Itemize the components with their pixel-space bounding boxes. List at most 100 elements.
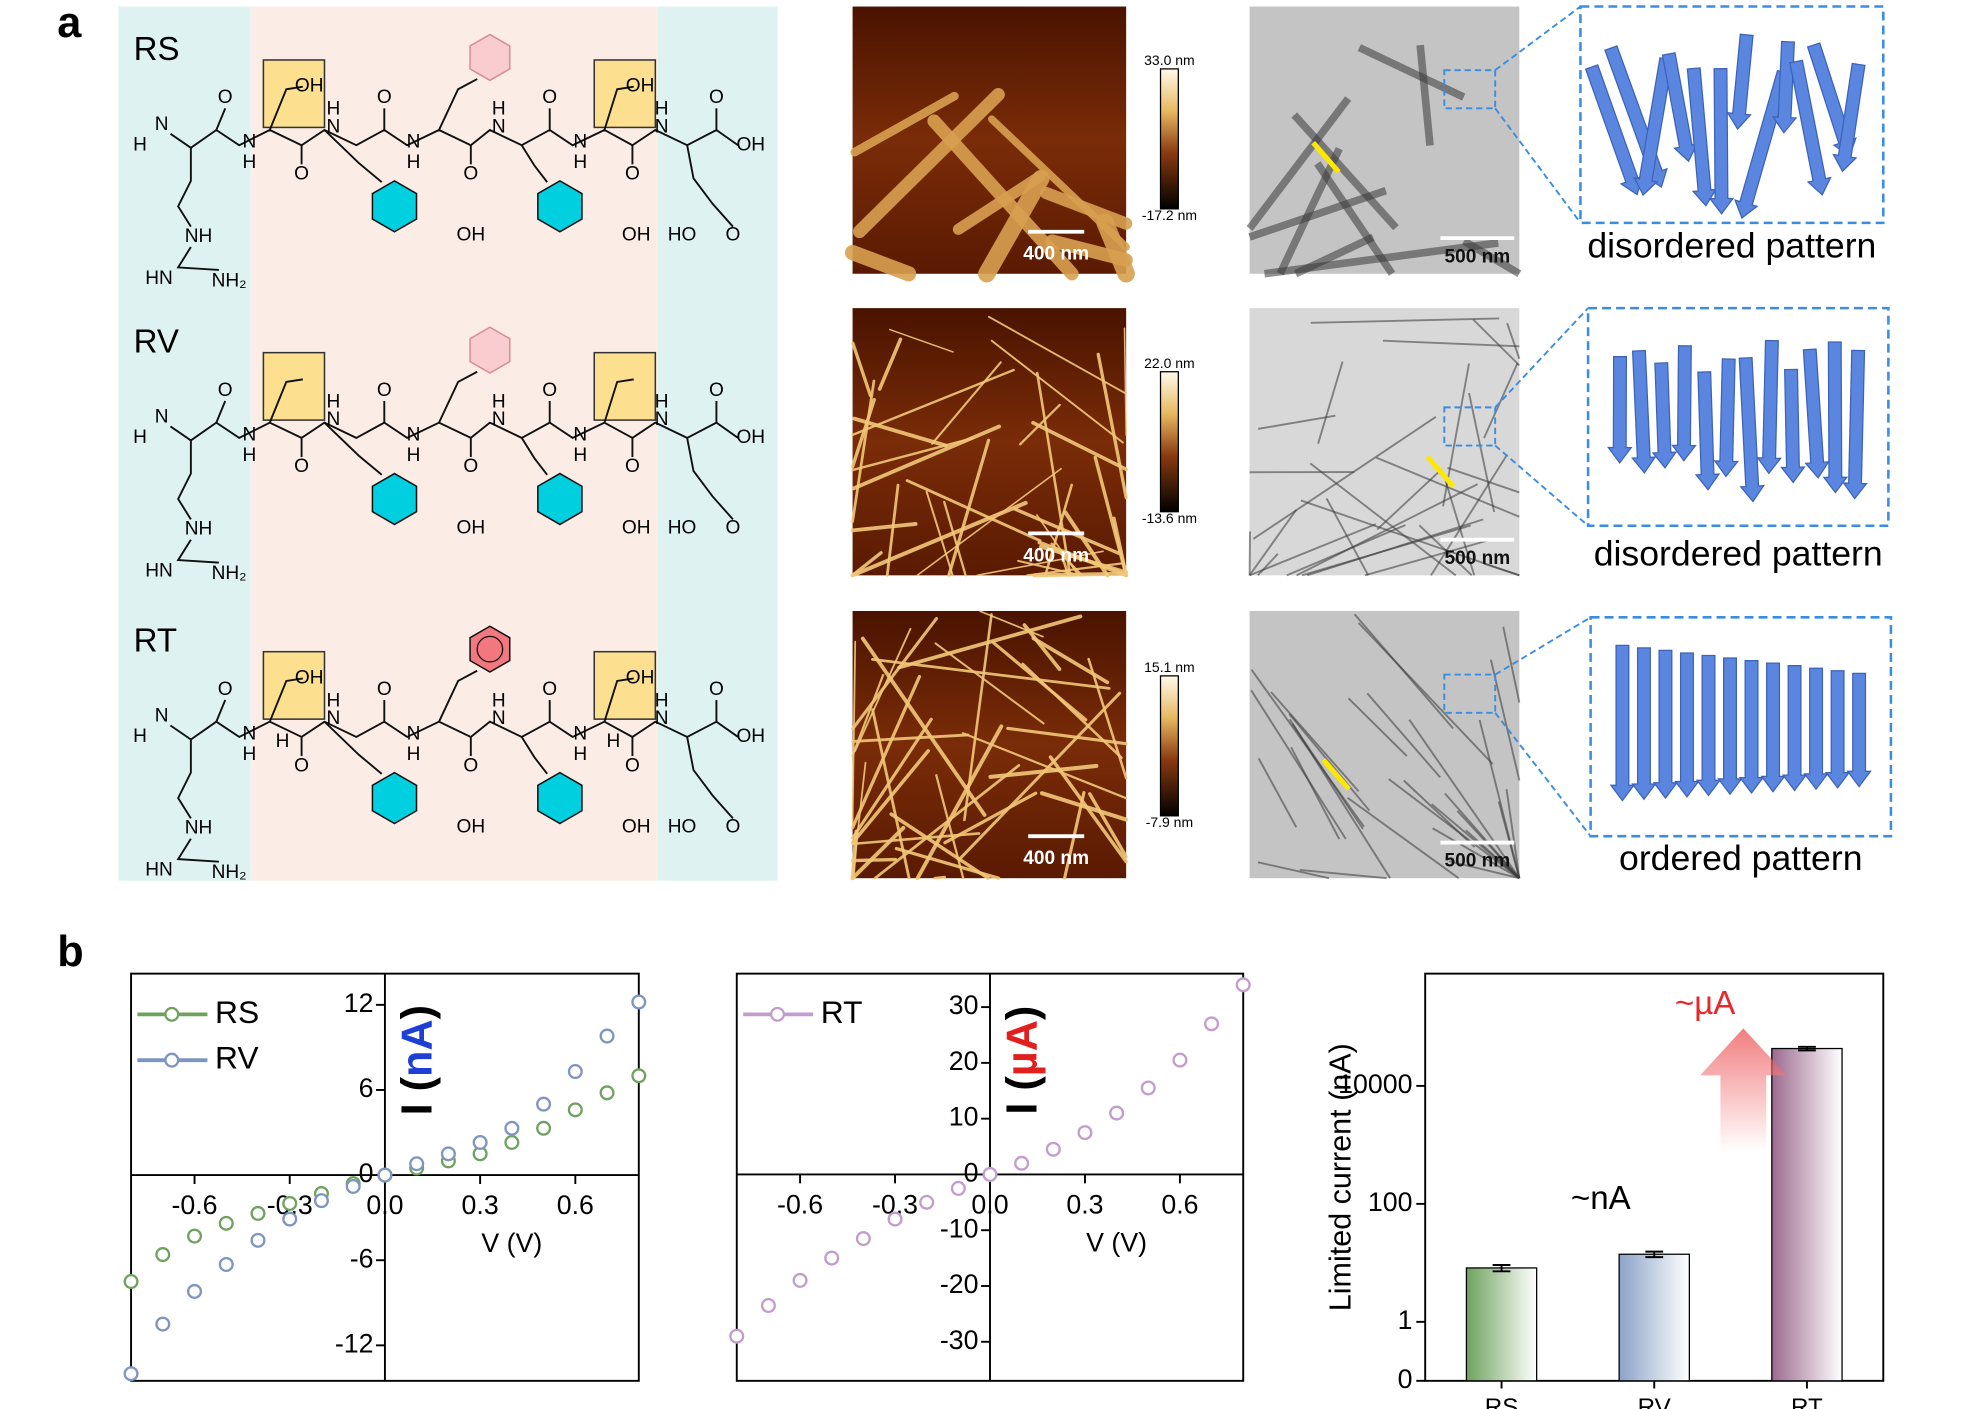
strand-arrow <box>1738 357 1765 503</box>
fibril <box>1012 507 1122 556</box>
zoom-line <box>1494 307 1589 409</box>
y-axis-label-part: µA <box>999 1020 1047 1076</box>
strand-arrow <box>1780 368 1806 484</box>
panel-label: b <box>57 928 83 976</box>
fibril <box>897 614 1083 670</box>
strand-arrow <box>1695 654 1722 797</box>
fibril <box>1031 420 1128 472</box>
atom-label: HO <box>668 225 697 246</box>
strand-arrow <box>1781 665 1808 792</box>
y-axis-label: I (µA) <box>999 1006 1047 1115</box>
fibril <box>933 875 946 880</box>
fibril <box>844 244 917 282</box>
bar <box>1771 1047 1843 1382</box>
fibril <box>1248 187 1388 241</box>
zoom-line <box>1494 616 1592 676</box>
fibril <box>1301 524 1472 577</box>
atom-label: H <box>492 690 506 711</box>
fibril <box>1447 466 1520 494</box>
atom-label: N <box>243 723 257 744</box>
x-tick-label: RS <box>1485 1394 1519 1409</box>
fibril <box>1325 497 1370 576</box>
atom-label: H <box>327 391 341 412</box>
tyrosine-ring <box>537 771 583 825</box>
atom-label: H <box>492 99 506 120</box>
atom-label: O <box>542 87 557 108</box>
schematic-box <box>1586 306 1890 527</box>
data-point <box>1109 1105 1125 1121</box>
legend-marker <box>164 1052 180 1068</box>
strand-arrow <box>1661 52 1699 163</box>
atom-label: OH <box>736 427 765 448</box>
fibril <box>851 341 873 398</box>
y-tick-label: -6 <box>350 1243 374 1273</box>
data-point <box>1077 1125 1093 1141</box>
colorbar <box>1159 68 1179 210</box>
x-tick-label: 0.0 <box>971 1189 1008 1219</box>
side-chain-bond <box>686 736 734 820</box>
tyrosine-ring <box>537 179 583 233</box>
fibril <box>979 610 1044 638</box>
fibril <box>916 467 1062 577</box>
atom-label: OH <box>736 134 765 155</box>
y-tick-label: -12 <box>335 1328 374 1358</box>
data-point <box>250 1232 266 1248</box>
atom-label: OH <box>622 816 651 837</box>
fibril <box>851 640 857 824</box>
fibril <box>850 825 906 881</box>
strand-arrow <box>1671 345 1697 462</box>
y-axis-label-part: ) <box>394 1005 442 1019</box>
y-tick-label: 20 <box>949 1046 979 1076</box>
y-axis-label: Limited current (nA) <box>1324 1043 1358 1311</box>
side-chain-bond <box>603 378 634 423</box>
data-point <box>599 1028 615 1044</box>
y-tick-label: 6 <box>359 1073 374 1103</box>
fibril <box>1347 797 1460 879</box>
side-chain-bond <box>323 129 383 183</box>
terminal-background <box>657 6 778 881</box>
scale-bar-label: 400 nm <box>1023 848 1089 869</box>
fibril <box>915 724 1004 881</box>
atom-label: N <box>573 132 587 153</box>
backbone-bond <box>169 720 739 741</box>
afm-image <box>852 6 1127 274</box>
y-tick-label: 10000 <box>1338 1069 1412 1099</box>
fibril <box>854 627 912 752</box>
phenyl-ring <box>469 33 511 82</box>
y-tick-label: -30 <box>940 1325 979 1355</box>
y-tick-label: 10 <box>949 1102 979 1132</box>
atom-label: O <box>463 164 478 185</box>
colorbar-min: -7.9 nm <box>1146 814 1193 830</box>
fibril <box>1296 483 1479 577</box>
x-axis-label: V (V) <box>1086 1227 1147 1257</box>
zoom-line <box>1494 444 1589 527</box>
atom-label: N <box>655 708 669 729</box>
fibril <box>1044 483 1073 577</box>
x-tick-label: RV <box>1638 1394 1671 1409</box>
y-tick-label: 12 <box>344 988 374 1018</box>
strand-arrow <box>1824 670 1851 789</box>
highlight-box <box>593 351 657 421</box>
strand-arrow <box>1760 662 1786 793</box>
fibril <box>976 550 1104 577</box>
fibril <box>1468 392 1496 513</box>
atom-label: OH <box>457 517 486 538</box>
atom-label: HN <box>145 561 173 582</box>
highlight-box <box>262 59 326 129</box>
bar <box>1465 1267 1538 1382</box>
data-point <box>187 1228 203 1244</box>
atom-label: OH <box>622 517 651 538</box>
atom-label: H <box>243 445 257 466</box>
pointer-arrow <box>1425 455 1456 488</box>
fibril <box>851 368 1015 437</box>
colorbar <box>1159 675 1179 817</box>
x-tick-label: 0.3 <box>1066 1189 1103 1219</box>
side-chain-bond <box>176 539 219 564</box>
fibril <box>850 551 883 578</box>
data-point <box>1172 1052 1188 1068</box>
atom-label: O <box>625 164 640 185</box>
atom-label: O <box>463 755 478 776</box>
side-chain-bond <box>438 669 478 723</box>
data-point <box>631 994 647 1010</box>
